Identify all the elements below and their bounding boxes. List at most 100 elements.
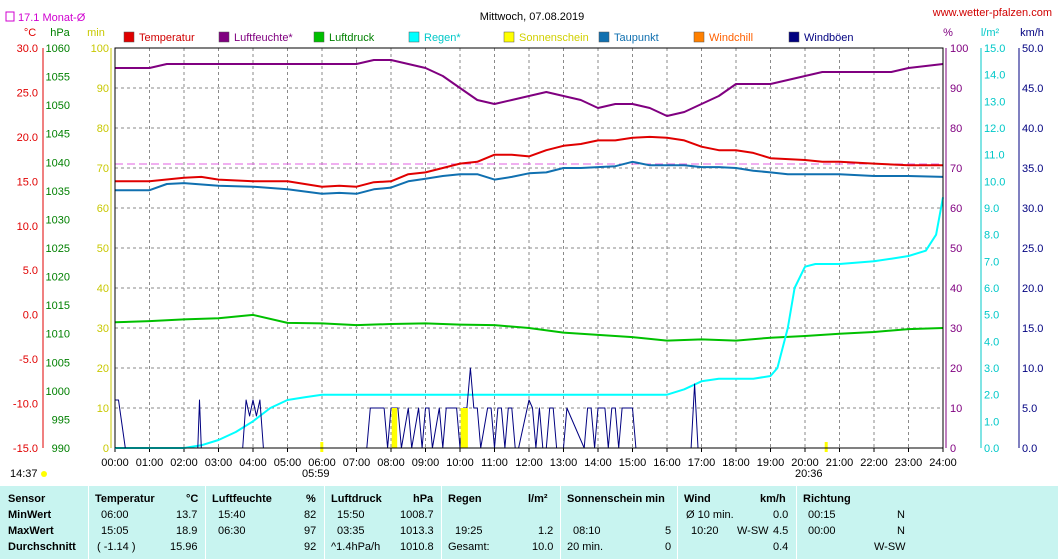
rain-tick: 0.0 (984, 443, 999, 455)
rain-tick: 13.0 (984, 96, 1005, 108)
rain-tick: 5.0 (984, 310, 999, 322)
hpa-tick: 1055 (46, 72, 70, 84)
weather-chart: 30.0 25.0 20.0 15.0 10.0 5.0 0.0 -5.0 -10.0 -15.0… (5, 7, 1052, 480)
hpa-tick: 1025 (46, 243, 70, 255)
hdr-hum-unit: % (306, 493, 316, 505)
pct-tick: 60 (950, 203, 962, 215)
max-rain-time: 19:25 (455, 525, 483, 537)
legend-swatch (598, 31, 610, 43)
temp-tick: 0.0 (23, 310, 38, 322)
wind-unit: km/h (1020, 27, 1044, 39)
hdr-sun: Sonnenschein min (567, 493, 665, 505)
pct-tick: 20 (950, 363, 962, 375)
monthly-avg-label: 17.1 Monat-Ø (18, 12, 86, 24)
wind-tick: 40.0 (1022, 123, 1043, 135)
series-luftfeuchte (115, 59, 944, 117)
hpa-tick: 1030 (46, 214, 70, 226)
temp-tick: 30.0 (17, 43, 38, 55)
temp-tick: 10.0 (17, 221, 38, 233)
left-axes: 30.0 25.0 20.0 15.0 10.0 5.0 0.0 -5.0 -10.0 -15.0… (13, 43, 1020, 455)
x-tick-label: 13:00 (550, 457, 578, 469)
x-tick-label: 22:00 (860, 457, 888, 469)
series-taupunkt (115, 160, 944, 195)
hdr-wind-unit: km/h (760, 493, 786, 505)
hpa-tick: 1000 (46, 386, 70, 398)
hpa-tick: 1045 (46, 129, 70, 141)
min-dir-time: 00:15 (808, 509, 836, 521)
x-tick-label: 10:00 (446, 457, 474, 469)
legend-swatch (693, 31, 705, 43)
x-tick-label: 12:00 (515, 457, 543, 469)
rain-tick: 11.0 (984, 150, 1005, 162)
avg-sun-val: 0 (665, 541, 672, 553)
avg-rain-val: 10.0 (532, 541, 554, 553)
rain-tick: 6.0 (984, 283, 999, 295)
site-link[interactable]: www.wetter-pfalzen.com (932, 7, 1052, 19)
hpa-tick: 1005 (46, 357, 70, 369)
x-tick-label: 21:00 (826, 457, 854, 469)
legend-label: Luftfeuchte* (234, 32, 293, 44)
temp-tick: -5.0 (19, 354, 38, 366)
pct-tick: 0 (950, 443, 956, 455)
avg-temp-trend: ( -1.14 ) (97, 541, 136, 553)
x-tick-label: 18:00 (722, 457, 750, 469)
sunset-time: 20:36 (795, 468, 823, 480)
avg-hum-val: 92 (304, 541, 317, 553)
max-temp-time: 15:05 (101, 525, 129, 537)
min-tick: 70 (97, 163, 109, 175)
min-press-time: 15:50 (337, 509, 365, 521)
hpa-tick: 1050 (46, 100, 70, 112)
hdr-temp: Temperatur (95, 493, 155, 505)
x-axis: 00:00 01:00 02:00 03:00 04:00 05:00 06:00 07:00… (101, 448, 957, 469)
avg-press-trend: ^1.4hPa/h (331, 541, 381, 553)
hdr-wind: Wind (684, 493, 711, 505)
avg-wind-val: 0.4 (773, 541, 789, 553)
avg-sun-label: 20 min. (567, 541, 604, 553)
max-wind-time: 10:20 (691, 525, 719, 537)
pct-tick: 50 (950, 243, 962, 255)
monthly-avg-icon (5, 11, 15, 22)
x-tick-label: 08:00 (377, 457, 405, 469)
rain-unit: l/m² (981, 27, 1000, 39)
x-tick-label: 07:00 (343, 457, 371, 469)
temp-tick: 25.0 (17, 87, 38, 99)
wind-tick: 35.0 (1022, 163, 1043, 175)
legend-label: Taupunkt (614, 32, 659, 44)
min-dir-val: N (897, 509, 905, 521)
row-min-label: MinWert (8, 509, 52, 521)
min-unit: min (87, 27, 105, 39)
x-tick-label: 02:00 (170, 457, 198, 469)
temp-tick: 15.0 (17, 176, 38, 188)
min-press-val: 1008.7 (400, 509, 434, 521)
pct-tick: 70 (950, 163, 962, 175)
max-press-time: 03:35 (337, 525, 365, 537)
legend-label: Temperatur (139, 32, 195, 44)
legend-label: Windböen (804, 32, 854, 44)
rain-tick: 7.0 (984, 256, 999, 268)
temp-tick: 20.0 (17, 132, 38, 144)
hpa-tick: 995 (52, 414, 70, 426)
x-tick-label: 05:00 (274, 457, 302, 469)
current-time: 14:37 (10, 468, 38, 480)
min-temp-time: 06:00 (101, 509, 129, 521)
x-tick-label: 01:00 (136, 457, 164, 469)
wind-tick: 45.0 (1022, 83, 1043, 95)
avg-rain-label: Gesamt: (448, 541, 490, 553)
hpa-tick: 1020 (46, 272, 70, 284)
temp-tick: 5.0 (23, 265, 38, 277)
wind-tick: 50.0 (1022, 43, 1043, 55)
max-sun-val: 5 (665, 525, 672, 537)
chart-grid (115, 48, 943, 448)
min-tick: 80 (97, 123, 109, 135)
sun-icon (41, 471, 47, 477)
x-tick-label: 15:00 (619, 457, 647, 469)
x-tick-label: 00:00 (101, 457, 129, 469)
legend-swatch (408, 31, 420, 43)
temp-tick: -10.0 (13, 399, 38, 411)
x-tick-label: 23:00 (895, 457, 923, 469)
wind-tick: 20.0 (1022, 283, 1043, 295)
x-tick-label: 09:00 (412, 457, 440, 469)
plot-frame (114, 47, 944, 449)
rain-tick: 12.0 (984, 123, 1005, 135)
max-sun-time: 08:10 (573, 525, 601, 537)
